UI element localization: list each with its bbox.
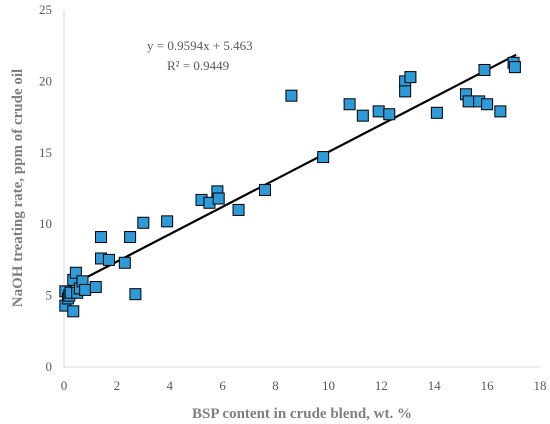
x-tick-label: 8 — [272, 378, 279, 393]
data-point — [79, 283, 92, 296]
y-tick-labels: 0 5 10 15 20 25 — [39, 2, 52, 374]
data-point — [494, 105, 507, 118]
x-tick-labels: 0 2 4 6 8 10 12 14 16 18 — [61, 378, 547, 393]
trendline-equation: y = 0.9594x + 5.463 — [147, 38, 253, 53]
y-tick-label: 10 — [39, 216, 52, 231]
data-point — [232, 203, 245, 216]
data-point — [372, 105, 385, 118]
trendline — [63, 53, 517, 290]
data-points — [59, 56, 521, 318]
data-point — [404, 71, 417, 84]
data-point — [481, 98, 494, 111]
data-point — [356, 109, 369, 122]
y-tick-label: 15 — [39, 145, 52, 160]
y-tick-label: 20 — [39, 73, 52, 88]
data-point — [462, 95, 475, 108]
data-point — [129, 288, 142, 301]
x-tick-label: 12 — [375, 378, 388, 393]
data-point — [67, 305, 80, 318]
x-tick-label: 10 — [322, 378, 335, 393]
data-point — [343, 98, 356, 111]
x-axis-title: BSP content in crude blend, wt. % — [192, 406, 412, 422]
data-point — [118, 256, 131, 269]
x-tick-label: 14 — [428, 378, 442, 393]
data-point — [89, 281, 102, 294]
x-tick-label: 18 — [534, 378, 547, 393]
y-tick-label: 25 — [39, 2, 52, 17]
data-point — [124, 231, 137, 244]
data-point — [161, 215, 174, 228]
y-tick-label: 5 — [46, 288, 53, 303]
x-tick-label: 6 — [219, 378, 226, 393]
data-point — [285, 89, 298, 102]
y-axis-title: NaOH treating rate, ppm of crude oil — [10, 69, 26, 307]
r-squared-label: R² = 0.9449 — [167, 58, 229, 73]
data-point — [95, 231, 108, 244]
x-tick-label: 4 — [167, 378, 174, 393]
data-point — [258, 183, 271, 196]
y-tick-label: 0 — [46, 359, 53, 374]
data-point — [383, 108, 396, 121]
x-tick-label: 2 — [114, 378, 121, 393]
data-point — [102, 253, 115, 266]
axes — [63, 10, 540, 368]
data-point — [508, 61, 521, 74]
data-point — [478, 63, 491, 76]
x-tick-label: 16 — [481, 378, 495, 393]
x-tick-label: 0 — [61, 378, 68, 393]
data-point — [69, 266, 82, 279]
data-point — [399, 85, 412, 98]
data-point — [137, 216, 150, 229]
data-point — [317, 151, 330, 164]
data-point — [212, 192, 225, 205]
data-point — [430, 106, 443, 119]
